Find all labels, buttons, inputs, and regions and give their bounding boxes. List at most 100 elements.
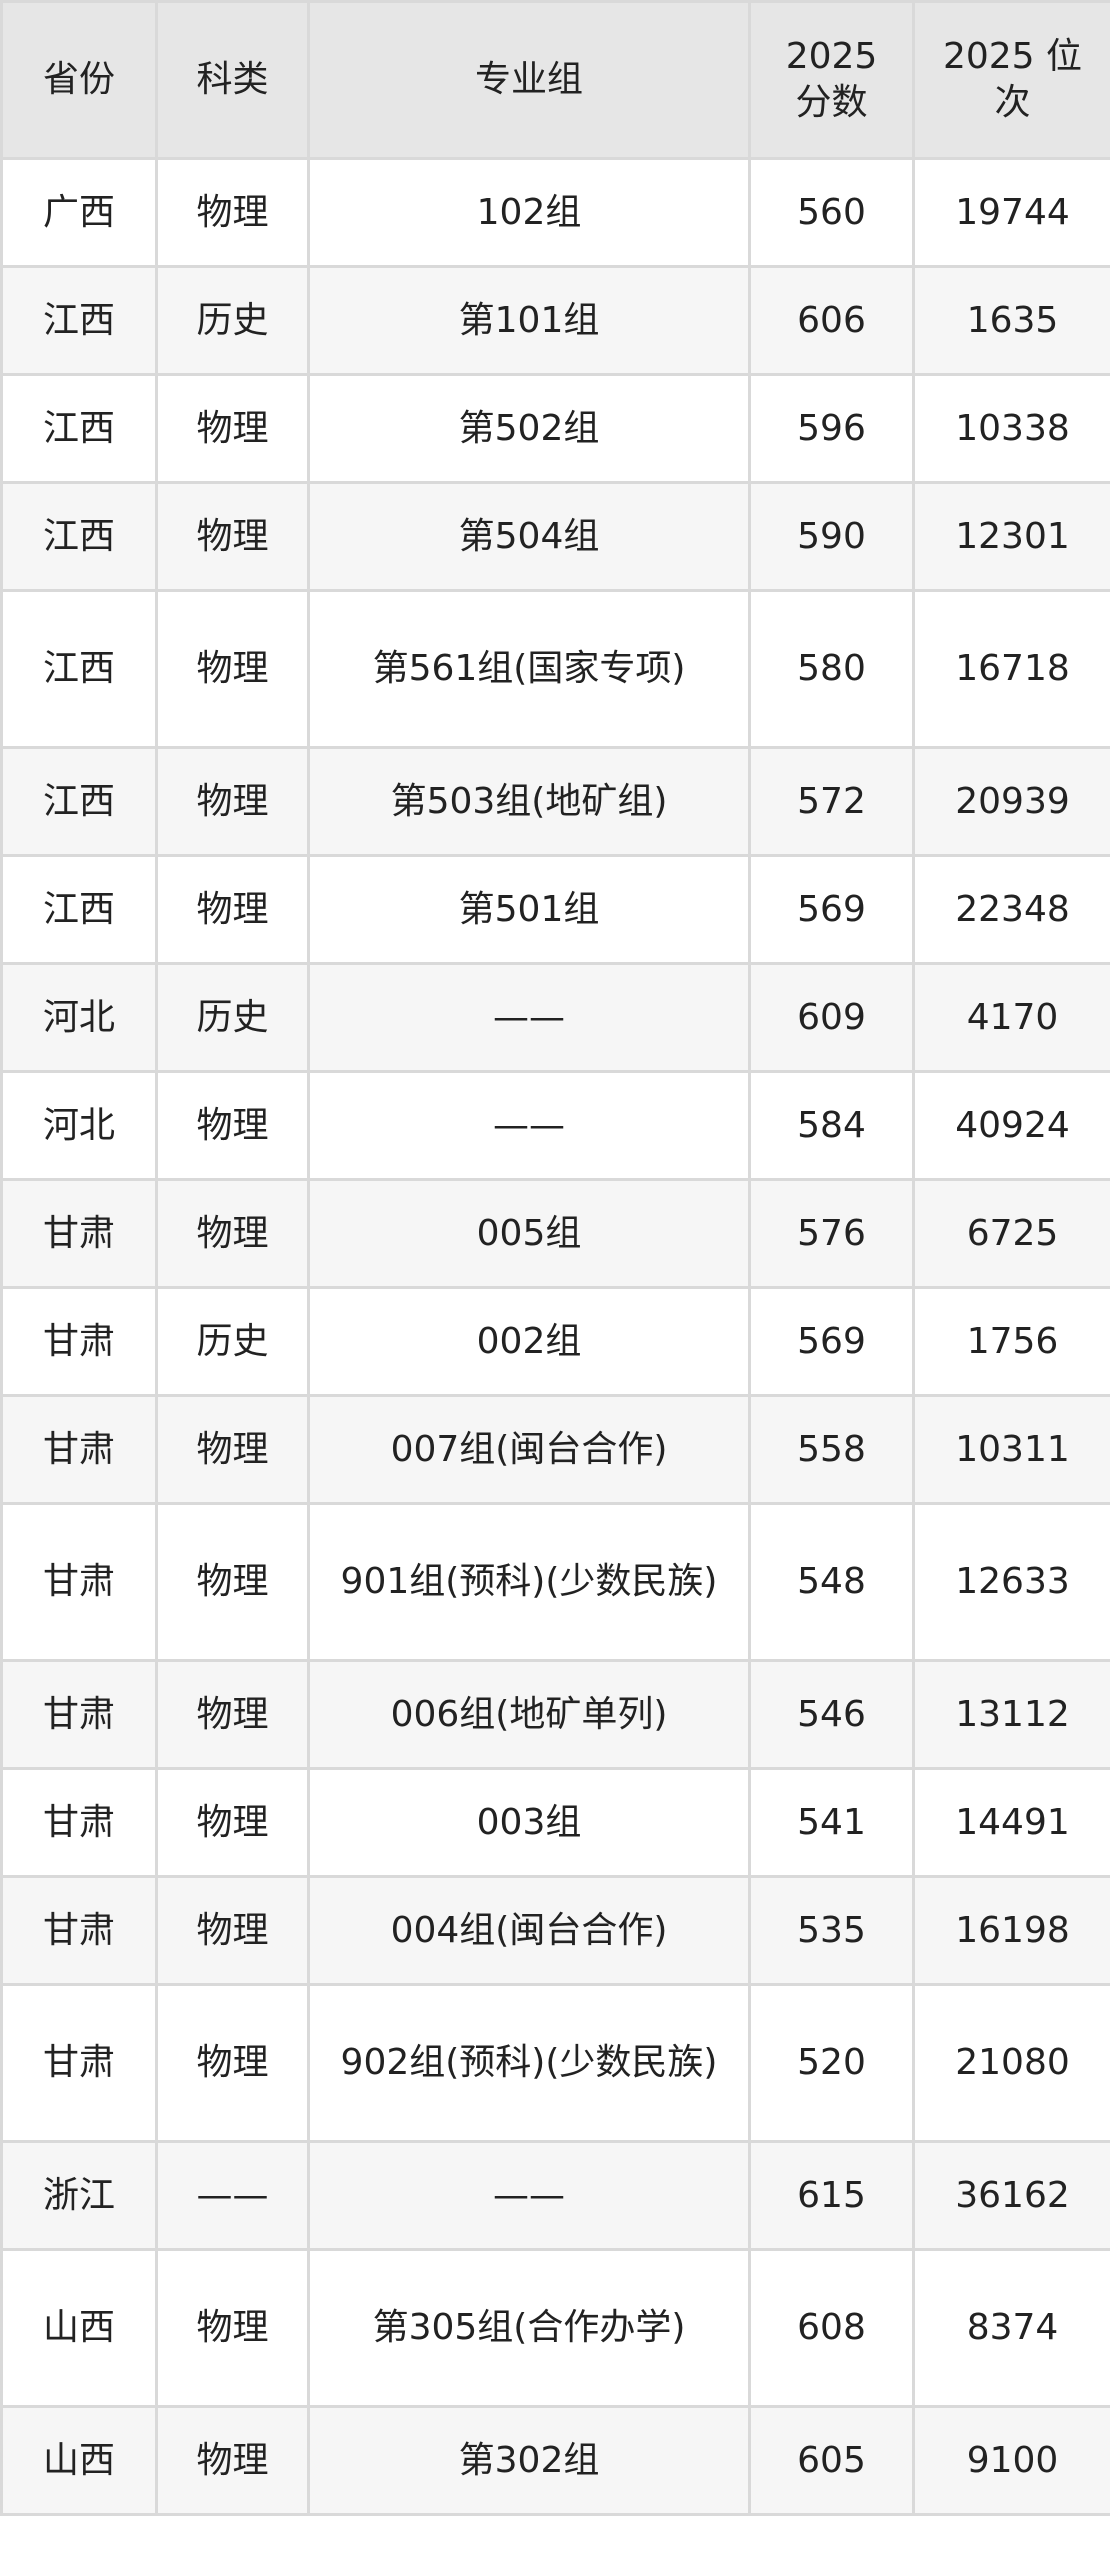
header-province: 省份 [0,0,158,160]
table-row: 甘肃 物理 004组(闽台合作) 535 16198 [0,1875,1110,1986]
rank-cell: 9100 [912,2405,1110,2516]
province-cell: 江西 [0,265,158,376]
rank-cell: 20939 [912,746,1110,857]
major-group-cell: 902组(预科)(少数民族) [307,1983,751,2143]
score-cell: 606 [748,265,915,376]
province-cell: 山西 [0,2405,158,2516]
major-group-cell: 第501组 [307,854,751,965]
major-group-cell: —— [307,962,751,1073]
subject-cell: 物理 [155,1767,310,1878]
province-cell: 甘肃 [0,1286,158,1397]
score-cell: 608 [748,2248,915,2408]
province-cell: 江西 [0,481,158,592]
province-cell: 河北 [0,962,158,1073]
rank-cell: 21080 [912,1983,1110,2143]
major-group-cell: 第502组 [307,373,751,484]
score-cell: 560 [748,157,915,268]
province-cell: 浙江 [0,2140,158,2251]
province-cell: 江西 [0,854,158,965]
score-cell: 584 [748,1070,915,1181]
score-cell: 535 [748,1875,915,1986]
rank-cell: 16718 [912,589,1110,749]
rank-cell: 6725 [912,1178,1110,1289]
province-cell: 河北 [0,1070,158,1181]
major-group-cell: 第305组(合作办学) [307,2248,751,2408]
province-cell: 甘肃 [0,1394,158,1505]
subject-cell: 物理 [155,589,310,749]
province-cell: 甘肃 [0,1875,158,1986]
table-row: 甘肃 物理 901组(预科)(少数民族) 548 12633 [0,1502,1110,1662]
score-cell: 569 [748,854,915,965]
score-cell: 615 [748,2140,915,2251]
table-row: 浙江 —— —— 615 36162 [0,2140,1110,2251]
table-row: 江西 物理 第504组 590 12301 [0,481,1110,592]
rank-cell: 14491 [912,1767,1110,1878]
rank-cell: 12633 [912,1502,1110,1662]
province-cell: 甘肃 [0,1502,158,1662]
subject-cell: 物理 [155,157,310,268]
subject-cell: 物理 [155,1983,310,2143]
major-group-cell: 901组(预科)(少数民族) [307,1502,751,1662]
province-cell: 广西 [0,157,158,268]
rank-cell: 22348 [912,854,1110,965]
rank-cell: 36162 [912,2140,1110,2251]
header-rank: 2025 位次 [912,0,1110,160]
province-cell: 江西 [0,373,158,484]
score-cell: 572 [748,746,915,857]
subject-cell: 物理 [155,1178,310,1289]
major-group-cell: 第302组 [307,2405,751,2516]
header-row: 省份 科类 专业组 2025 分数 2025 位次 [0,0,1110,160]
score-cell: 520 [748,1983,915,2143]
rank-cell: 40924 [912,1070,1110,1181]
table-row: 山西 物理 第302组 605 9100 [0,2405,1110,2516]
province-cell: 江西 [0,589,158,749]
table-row: 甘肃 物理 005组 576 6725 [0,1178,1110,1289]
province-cell: 甘肃 [0,1983,158,2143]
score-cell: 546 [748,1659,915,1770]
table-row: 江西 物理 第501组 569 22348 [0,854,1110,965]
score-cell: 590 [748,481,915,592]
score-cell: 558 [748,1394,915,1505]
subject-cell: 历史 [155,265,310,376]
table-row: 广西 物理 102组 560 19744 [0,157,1110,268]
table-row: 江西 物理 第502组 596 10338 [0,373,1110,484]
score-cell: 541 [748,1767,915,1878]
major-group-cell: —— [307,1070,751,1181]
major-group-cell: 第504组 [307,481,751,592]
major-group-cell: 006组(地矿单列) [307,1659,751,1770]
major-group-cell: 第101组 [307,265,751,376]
rank-cell: 4170 [912,962,1110,1073]
province-cell: 江西 [0,746,158,857]
subject-cell: 物理 [155,373,310,484]
score-cell: 596 [748,373,915,484]
subject-cell: 物理 [155,2248,310,2408]
header-score: 2025 分数 [748,0,915,160]
rank-cell: 1635 [912,265,1110,376]
rank-cell: 10311 [912,1394,1110,1505]
subject-cell: 物理 [155,1394,310,1505]
subject-cell: 物理 [155,746,310,857]
major-group-cell: 002组 [307,1286,751,1397]
rank-cell: 13112 [912,1659,1110,1770]
rank-cell: 12301 [912,481,1110,592]
header-subject: 科类 [155,0,310,160]
major-group-cell: 003组 [307,1767,751,1878]
table-row: 山西 物理 第305组(合作办学) 608 8374 [0,2248,1110,2408]
subject-cell: 物理 [155,2405,310,2516]
score-cell: 569 [748,1286,915,1397]
subject-cell: 物理 [155,1875,310,1986]
table-row: 甘肃 物理 902组(预科)(少数民族) 520 21080 [0,1983,1110,2143]
table-row: 甘肃 物理 007组(闽台合作) 558 10311 [0,1394,1110,1505]
table-row: 江西 物理 第561组(国家专项) 580 16718 [0,589,1110,749]
subject-cell: 物理 [155,481,310,592]
table-row: 河北 物理 —— 584 40924 [0,1070,1110,1181]
score-cell: 609 [748,962,915,1073]
rank-cell: 16198 [912,1875,1110,1986]
major-group-cell: 第503组(地矿组) [307,746,751,857]
rank-cell: 8374 [912,2248,1110,2408]
major-group-cell: 005组 [307,1178,751,1289]
table-row: 河北 历史 —— 609 4170 [0,962,1110,1073]
province-cell: 甘肃 [0,1178,158,1289]
rank-cell: 1756 [912,1286,1110,1397]
subject-cell: 物理 [155,854,310,965]
